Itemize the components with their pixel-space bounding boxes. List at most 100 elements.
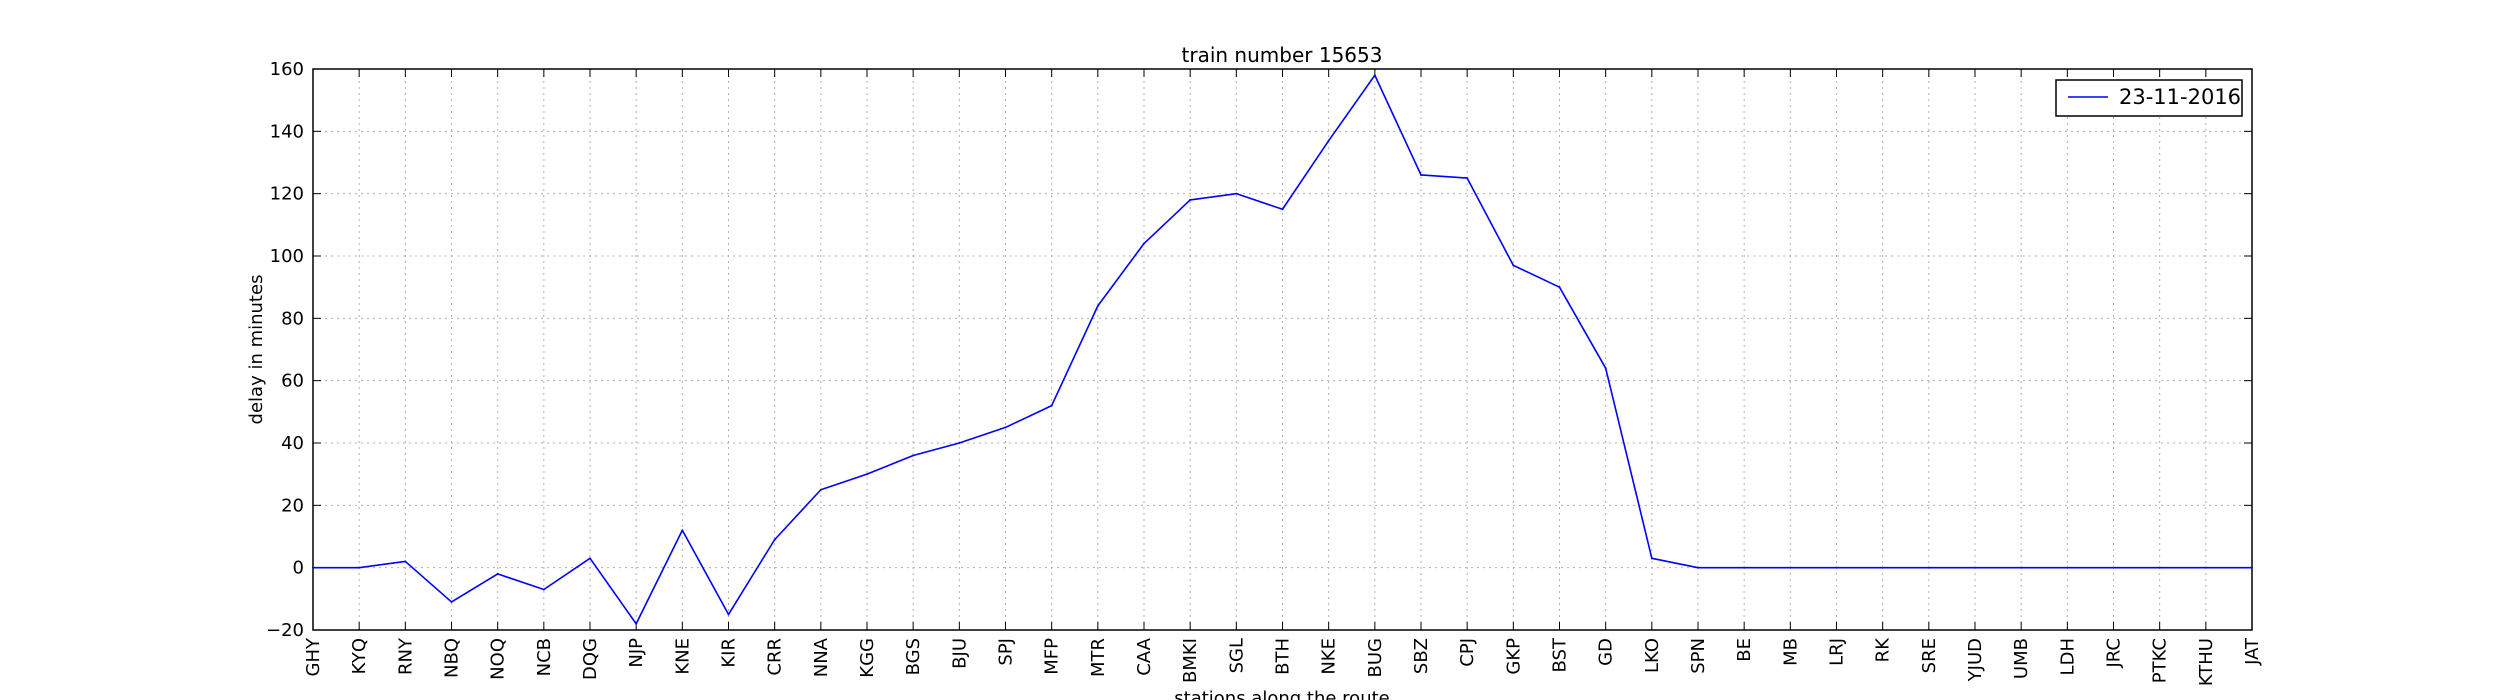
x-tick-label: NBQ xyxy=(442,638,463,678)
y-tick-label: 60 xyxy=(281,371,304,392)
y-tick-label: 80 xyxy=(281,308,304,329)
x-tick-label: LRJ xyxy=(1827,638,1848,666)
data-point xyxy=(589,557,591,560)
x-tick-label: NNA xyxy=(811,637,832,677)
y-tick-label: 20 xyxy=(281,495,304,516)
data-point xyxy=(773,538,776,541)
x-tick-label: SRE xyxy=(1919,638,1940,673)
series-layer xyxy=(312,74,2253,625)
data-point xyxy=(1974,566,1976,569)
x-tick-label: GHY xyxy=(303,637,324,676)
data-point xyxy=(866,473,868,476)
data-point xyxy=(2020,566,2023,569)
data-point xyxy=(1096,304,1099,307)
data-point xyxy=(2204,566,2207,569)
x-tick-label: MB xyxy=(1780,638,1801,666)
y-tick-label: 160 xyxy=(270,59,304,80)
x-tick-label: NOQ xyxy=(488,638,509,680)
data-point xyxy=(404,560,407,563)
y-tick-label: 120 xyxy=(270,184,304,205)
legend-box xyxy=(2055,79,2243,117)
chart-title: train number 15653 xyxy=(1182,43,1383,67)
x-tick-label: SPN xyxy=(1688,638,1709,674)
data-point xyxy=(1558,286,1561,289)
data-point xyxy=(1327,139,1330,142)
data-point xyxy=(727,613,730,616)
data-point xyxy=(2066,566,2069,569)
data-point xyxy=(958,442,961,444)
data-point xyxy=(1143,242,1145,245)
x-tick-label: PTKC xyxy=(2150,638,2171,683)
data-point xyxy=(1650,557,1653,560)
legend-label: 23-11-2016 xyxy=(2119,85,2241,109)
x-tick-label: SBZ xyxy=(1411,638,1432,674)
data-point xyxy=(1420,173,1422,176)
legend: 23-11-2016 xyxy=(2055,79,2243,117)
data-point xyxy=(2251,566,2253,569)
data-point xyxy=(2112,566,2115,569)
x-tick-label: BE xyxy=(1734,638,1755,662)
x-tick-label: BGS xyxy=(903,638,924,675)
x-tick-label: SGL xyxy=(1226,638,1247,673)
x-tick-label: CAA xyxy=(1134,637,1155,675)
x-tick-label: NCB xyxy=(534,638,555,676)
x-tick-label: LDH xyxy=(2057,638,2078,675)
data-point xyxy=(1604,367,1607,370)
x-tick-label: BJU xyxy=(949,638,970,669)
data-point xyxy=(450,600,453,603)
data-point xyxy=(1835,566,1838,569)
data-point xyxy=(819,488,822,491)
data-point xyxy=(1373,74,1376,77)
y-axis-label: delay in minutes xyxy=(246,275,267,425)
data-point xyxy=(1466,177,1469,180)
x-tick-label: KTHU xyxy=(2196,638,2217,686)
data-point xyxy=(1697,566,1699,569)
data-point xyxy=(1927,566,1930,569)
data-point xyxy=(1881,566,1884,569)
x-tick-label: GKP xyxy=(1503,638,1524,675)
data-point xyxy=(1235,192,1238,195)
y-tick-label: 0 xyxy=(293,558,304,579)
x-axis-label: stations along the route xyxy=(1174,688,1389,700)
y-axis: −20 0 20 40 60 80 100 120 140 160 xyxy=(266,59,2252,641)
x-tick-label: KGG xyxy=(857,638,878,678)
x-tick-label: YJUD xyxy=(1965,638,1986,682)
x-tick-label: NKE xyxy=(1319,638,1340,675)
x-tick-label: BUG xyxy=(1365,638,1386,677)
data-point xyxy=(2158,566,2161,569)
x-tick-label: DQG xyxy=(580,638,601,680)
data-point xyxy=(635,622,638,625)
x-tick-label: BTH xyxy=(1273,638,1294,675)
data-point xyxy=(1004,426,1007,429)
x-axis: GHY KYQ RNY NBQ NOQ NCB DQG NJP KNE KIR CRR NNA KGG B… xyxy=(303,69,2263,686)
x-tick-label: CRR xyxy=(765,638,786,676)
data-point xyxy=(496,572,499,575)
x-tick-label: RK xyxy=(1873,637,1894,663)
data-point xyxy=(1050,404,1053,407)
x-tick-label: UMB xyxy=(2011,638,2032,679)
x-tick-label: MTR xyxy=(1088,638,1109,677)
x-tick-label: LKO xyxy=(1642,638,1663,673)
data-point xyxy=(681,529,684,532)
data-point xyxy=(1789,566,1792,569)
data-point xyxy=(1189,198,1192,201)
x-tick-label: JAT xyxy=(2242,637,2263,666)
y-tick-label: −20 xyxy=(266,620,304,641)
x-tick-label: CPJ xyxy=(1457,638,1478,667)
x-tick-label: NJP xyxy=(626,638,647,668)
x-tick-label: MFP xyxy=(1042,638,1063,675)
data-point xyxy=(312,566,314,569)
data-point xyxy=(358,566,361,569)
data-point xyxy=(1281,208,1284,211)
x-tick-label: KYQ xyxy=(349,638,370,674)
data-point xyxy=(1512,264,1515,267)
x-tick-label: SPJ xyxy=(996,638,1017,666)
x-tick-label: GD xyxy=(1596,638,1617,666)
x-tick-label: BST xyxy=(1550,637,1571,672)
x-tick-label: BMKI xyxy=(1180,638,1201,683)
data-point xyxy=(1743,566,1746,569)
y-tick-label: 40 xyxy=(281,433,304,454)
data-point xyxy=(912,454,915,457)
x-tick-label: JRC xyxy=(2104,638,2125,669)
